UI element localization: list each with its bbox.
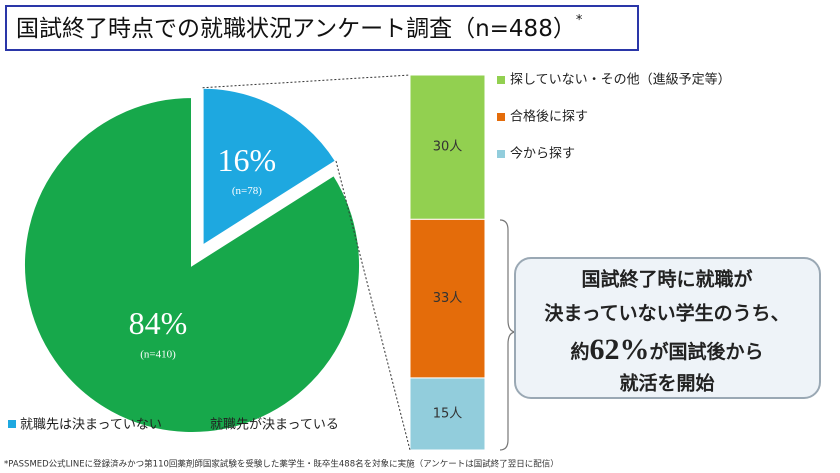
pie-value-label: 16%: [218, 142, 277, 178]
legend-swatch: [8, 420, 16, 428]
bar-segment: [409, 74, 486, 220]
legend-swatch: [497, 150, 505, 158]
footnote: *PASSMED公式LINEに登録済みかつ第110回薬剤師国家試験を受験した薬学…: [4, 459, 559, 470]
legend-label: 就職先が決まっている: [210, 418, 339, 433]
legend-swatch: [497, 113, 505, 121]
callout-line: 決まっていない学生のうち、: [544, 302, 789, 325]
legend-label: 探していない・その他（進級予定等）: [510, 72, 731, 88]
title-note: *: [576, 13, 583, 28]
connector: [202, 74, 411, 89]
connector: [335, 160, 411, 451]
title-text: 国試終了時点での就職状況アンケート調査（n=488）: [16, 16, 576, 42]
callout-emphasis: 62%: [590, 333, 650, 366]
legend-label: 就職先は決まっていない: [20, 418, 162, 433]
callout-line: 就活を開始: [619, 372, 714, 395]
bracket: [499, 219, 517, 451]
chart-title: 国試終了時点での就職状況アンケート調査（n=488）*: [16, 13, 583, 42]
legend-label: 今から探す: [510, 146, 575, 162]
legend-swatch: [198, 420, 206, 428]
legend-swatch: [497, 76, 505, 84]
callout-line: 約62%が国試後から: [570, 333, 763, 366]
bar-value-label: 15人: [433, 406, 463, 421]
pie-slice: [201, 86, 338, 248]
bar-value-label: 30人: [433, 140, 463, 155]
callout-line: 国試終了時に就職が: [581, 268, 752, 291]
callout-text: が国試後から: [650, 340, 764, 363]
legend-label: 合格後に探す: [510, 109, 588, 125]
title-box: [5, 5, 639, 51]
pie-slice: [23, 95, 361, 434]
pie-count-label: (n=410): [140, 348, 176, 360]
pie-count-label: (n=78): [232, 185, 262, 197]
callout-text: 約: [570, 340, 589, 363]
callout-box: [514, 257, 821, 399]
pie-value-label: 84%: [129, 305, 188, 341]
bar-value-label: 33人: [433, 291, 463, 306]
